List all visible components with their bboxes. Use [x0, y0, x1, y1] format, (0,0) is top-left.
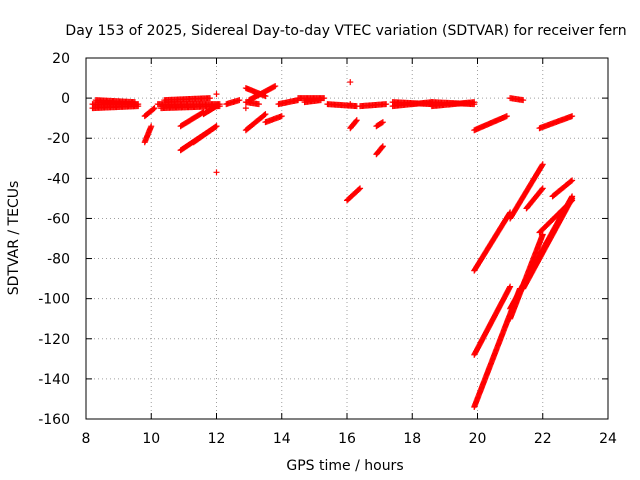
- data-point: [379, 143, 386, 150]
- data-point: [272, 83, 279, 90]
- x-axis-label: GPS time / hours: [286, 458, 403, 474]
- data-point: [539, 162, 546, 169]
- data-point: [242, 105, 249, 112]
- data-point: [262, 111, 269, 118]
- data-point: [261, 111, 268, 118]
- data-point: [135, 103, 142, 110]
- data-point: [503, 113, 510, 120]
- data-point: [569, 197, 576, 204]
- data-point: [131, 99, 138, 106]
- data-point: [317, 97, 324, 104]
- y-tick-label: -160: [38, 412, 70, 428]
- data-point: [383, 101, 390, 108]
- data-point: [148, 123, 155, 130]
- data-points: [89, 79, 576, 410]
- y-tick-label: -40: [47, 171, 70, 187]
- data-point: [213, 91, 220, 98]
- data-point: [150, 105, 157, 112]
- y-tick-label: 20: [52, 51, 70, 67]
- data-point: [507, 283, 514, 290]
- x-tick-label: 14: [273, 431, 291, 447]
- data-point: [539, 185, 546, 192]
- data-point: [206, 95, 213, 102]
- data-point: [255, 101, 262, 108]
- y-tick-label: -80: [47, 252, 70, 268]
- chart-title: Day 153 of 2025, Sidereal Day-to-day VTE…: [65, 23, 626, 39]
- data-point: [213, 103, 220, 110]
- y-tick-label: -100: [38, 292, 70, 308]
- data-point: [379, 144, 386, 151]
- data-point: [539, 161, 546, 168]
- y-tick-label: 0: [61, 91, 70, 107]
- data-point: [353, 118, 360, 125]
- x-tick-label: 8: [82, 431, 91, 447]
- y-tick-label: -60: [47, 211, 70, 227]
- data-point: [347, 101, 354, 108]
- data-point: [212, 103, 219, 110]
- y-tick-label: -140: [38, 372, 70, 388]
- data-point: [278, 113, 285, 120]
- x-tick-label: 18: [403, 431, 421, 447]
- data-point: [213, 169, 220, 176]
- x-tick-label: 20: [469, 431, 487, 447]
- data-point: [569, 177, 576, 184]
- data-point: [569, 113, 576, 120]
- data-point: [236, 97, 243, 104]
- data-point: [568, 178, 575, 185]
- axis-ticks: 8 10 12 14 16 18 20 22 24 20 0 -20 -40 -60 -80 -100 -120…: [38, 51, 617, 447]
- data-point: [379, 119, 386, 126]
- data-point: [353, 117, 360, 124]
- x-tick-label: 10: [142, 431, 160, 447]
- data-point: [212, 123, 219, 130]
- y-tick-label: -20: [47, 131, 70, 147]
- data-point: [356, 186, 363, 193]
- x-tick-label: 22: [534, 431, 552, 447]
- data-point: [151, 105, 158, 112]
- x-tick-label: 24: [599, 431, 617, 447]
- data-point: [378, 119, 385, 126]
- data-point: [568, 198, 575, 205]
- data-point: [539, 186, 546, 193]
- data-point: [357, 185, 364, 192]
- y-tick-label: -120: [38, 332, 70, 348]
- data-point: [347, 79, 354, 86]
- x-tick-label: 16: [338, 431, 356, 447]
- data-point: [471, 101, 478, 108]
- y-axis-label: SDTVAR / TECUs: [6, 181, 22, 296]
- data-point: [213, 123, 220, 130]
- data-point: [520, 97, 527, 104]
- grid-lines: [86, 58, 608, 419]
- data-point: [321, 95, 328, 102]
- x-tick-label: 12: [208, 431, 226, 447]
